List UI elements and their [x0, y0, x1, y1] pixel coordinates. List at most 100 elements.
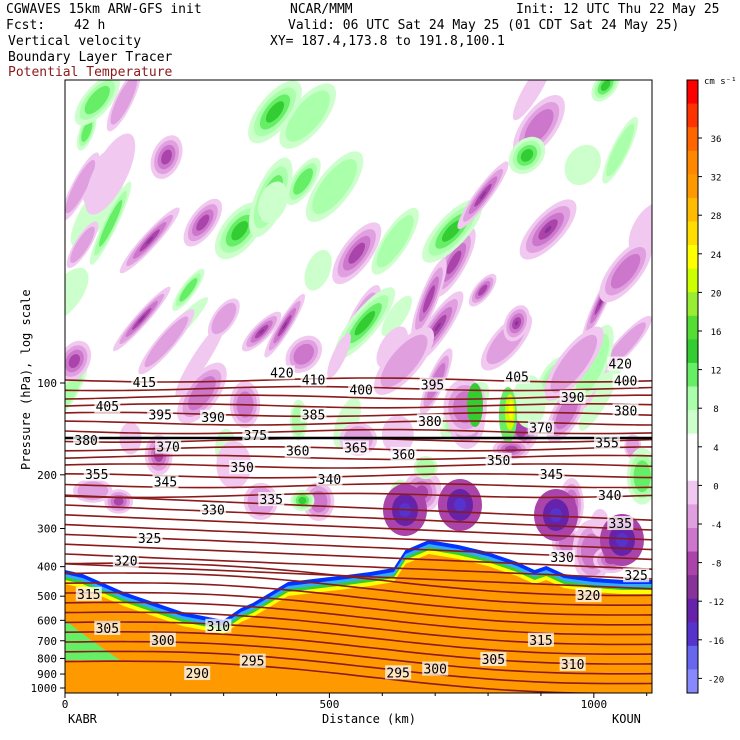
colorbar-swatch — [687, 622, 698, 647]
theta-contour — [65, 403, 652, 409]
colorbar-swatch — [687, 410, 698, 435]
theta-contour-label: 380 — [74, 434, 97, 449]
theta-contour-label: 330 — [201, 504, 224, 519]
theta-contour — [65, 504, 652, 531]
vertical-velocity-cell — [354, 310, 376, 336]
vertical-velocity-cell — [600, 80, 611, 91]
updraft-core — [467, 383, 483, 427]
theta-contour-label: 325 — [624, 569, 647, 584]
colorbar-swatch — [687, 386, 698, 411]
theta-contour-label: 370 — [529, 422, 552, 437]
theta-contour-label: 290 — [185, 667, 208, 682]
theta-contour-label: 305 — [482, 653, 505, 668]
vertical-velocity-cell — [144, 316, 189, 368]
vertical-velocity-cell — [606, 124, 635, 177]
vertical-velocity-cell — [81, 120, 93, 143]
vertical-velocity-cell — [179, 278, 198, 302]
theta-contour — [65, 631, 652, 665]
colorbar-swatch — [687, 315, 698, 340]
theta-contour-label: 320 — [114, 555, 137, 570]
vertical-velocity-cell — [348, 242, 366, 264]
colorbar-swatch — [687, 245, 698, 270]
theta-contour-label: 410 — [302, 373, 325, 388]
theta-contour-label: 355 — [85, 468, 108, 483]
theta-contour — [65, 454, 652, 461]
colorbar-tick-label: 20 — [711, 289, 722, 299]
theta-contour — [65, 514, 652, 541]
y-tick-label: 100 — [37, 377, 57, 390]
colorbar-tick-label: 16 — [711, 328, 722, 338]
colorbar-swatch — [687, 174, 698, 199]
theta-contour-label: 420 — [609, 358, 632, 373]
colorbar-tick-label: 36 — [711, 135, 722, 145]
colorbar-tick-label: 8 — [713, 405, 718, 415]
field-potential-temperature: Potential Temperature — [8, 65, 173, 80]
vertical-velocity-cell — [293, 168, 313, 195]
forecast-label: Fcst: — [6, 18, 46, 33]
theta-contour — [65, 492, 652, 499]
colorbar-swatch — [687, 551, 698, 576]
valid-time: Valid: 06 UTC Sat 24 May 25 (01 CDT Sat … — [288, 18, 680, 33]
theta-contour-label: 405 — [96, 400, 119, 415]
forecast-hour: 42 h — [74, 18, 106, 33]
x-tick-label: 1000 — [581, 698, 608, 711]
theta-contour — [65, 420, 652, 426]
colorbar-swatch — [687, 504, 698, 529]
vertical-velocity-cell — [259, 329, 265, 334]
vertical-velocity-cell — [610, 253, 641, 289]
downdraft-core — [550, 508, 562, 522]
vertical-velocity-cell — [146, 236, 154, 245]
theta-contour-label: 335 — [260, 493, 283, 508]
colorbar-swatch — [687, 598, 698, 623]
vertical-velocity-cell — [188, 376, 216, 411]
downdraft-core — [454, 498, 466, 512]
model-title: CGWAVES 15km ARW-GFS init — [6, 2, 202, 17]
colorbar-swatch — [687, 197, 698, 222]
theta-contour-label: 310 — [561, 658, 584, 673]
theta-contour-label: 315 — [529, 634, 552, 649]
colorbar-tick-label: -12 — [708, 598, 724, 608]
vertical-velocity-cell — [257, 181, 288, 223]
plot-area: 420 420 415 410 405 405 400 400 395 395 390 390 385 3… — [65, 80, 652, 693]
colorbar-swatch — [687, 80, 698, 105]
colorbar-swatch — [687, 527, 698, 553]
vertical-velocity-cell — [446, 250, 462, 275]
vertical-velocity-cell — [381, 415, 414, 455]
y-tick-label: 800 — [37, 652, 57, 665]
vertical-velocity-cell — [441, 220, 463, 242]
vertical-velocity-cell — [520, 149, 534, 162]
vertical-velocity-cell — [576, 333, 610, 396]
vertical-velocity-cell — [65, 267, 89, 322]
theta-contour-label: 340 — [598, 489, 621, 504]
vertical-velocity-cell — [381, 295, 413, 337]
vertical-velocity-cell — [422, 285, 436, 313]
theta-contour — [65, 543, 652, 570]
vertical-velocity-cell — [138, 315, 146, 323]
colorbar-frame — [686, 79, 699, 694]
vertical-velocity-cell — [544, 225, 552, 234]
colorbar-swatch — [687, 433, 698, 458]
boundary-layer-edge — [65, 620, 120, 660]
colorbar-swatch — [687, 127, 698, 152]
theta-contour — [65, 572, 652, 606]
vertical-velocity-cell — [434, 322, 441, 332]
vertical-velocity-cell — [285, 90, 330, 142]
colorbar-swatch — [687, 362, 698, 387]
vertical-velocity-cell — [309, 490, 328, 513]
x-tick-label: 500 — [319, 698, 339, 711]
theta-contour — [65, 553, 652, 580]
x-tick-label: 0 — [62, 698, 69, 711]
colorbar-tick-label: -4 — [711, 521, 722, 531]
y-tick-label: 900 — [37, 668, 57, 681]
theta-contour-label: 325 — [138, 532, 161, 547]
vertical-velocity-cell — [298, 496, 307, 505]
theta-contour-label: 380 — [418, 415, 441, 430]
colorbar-swatch — [687, 292, 698, 317]
colorbar-swatch — [687, 268, 698, 293]
colorbar-tick-label: -8 — [711, 560, 722, 570]
theta-contour-label: 390 — [561, 391, 584, 406]
vertical-velocity-cell — [515, 321, 519, 326]
field-boundary-layer-tracer: Boundary Layer Tracer — [8, 50, 173, 65]
theta-contour-label: 395 — [148, 409, 171, 424]
y-tick-label: 300 — [37, 523, 57, 536]
